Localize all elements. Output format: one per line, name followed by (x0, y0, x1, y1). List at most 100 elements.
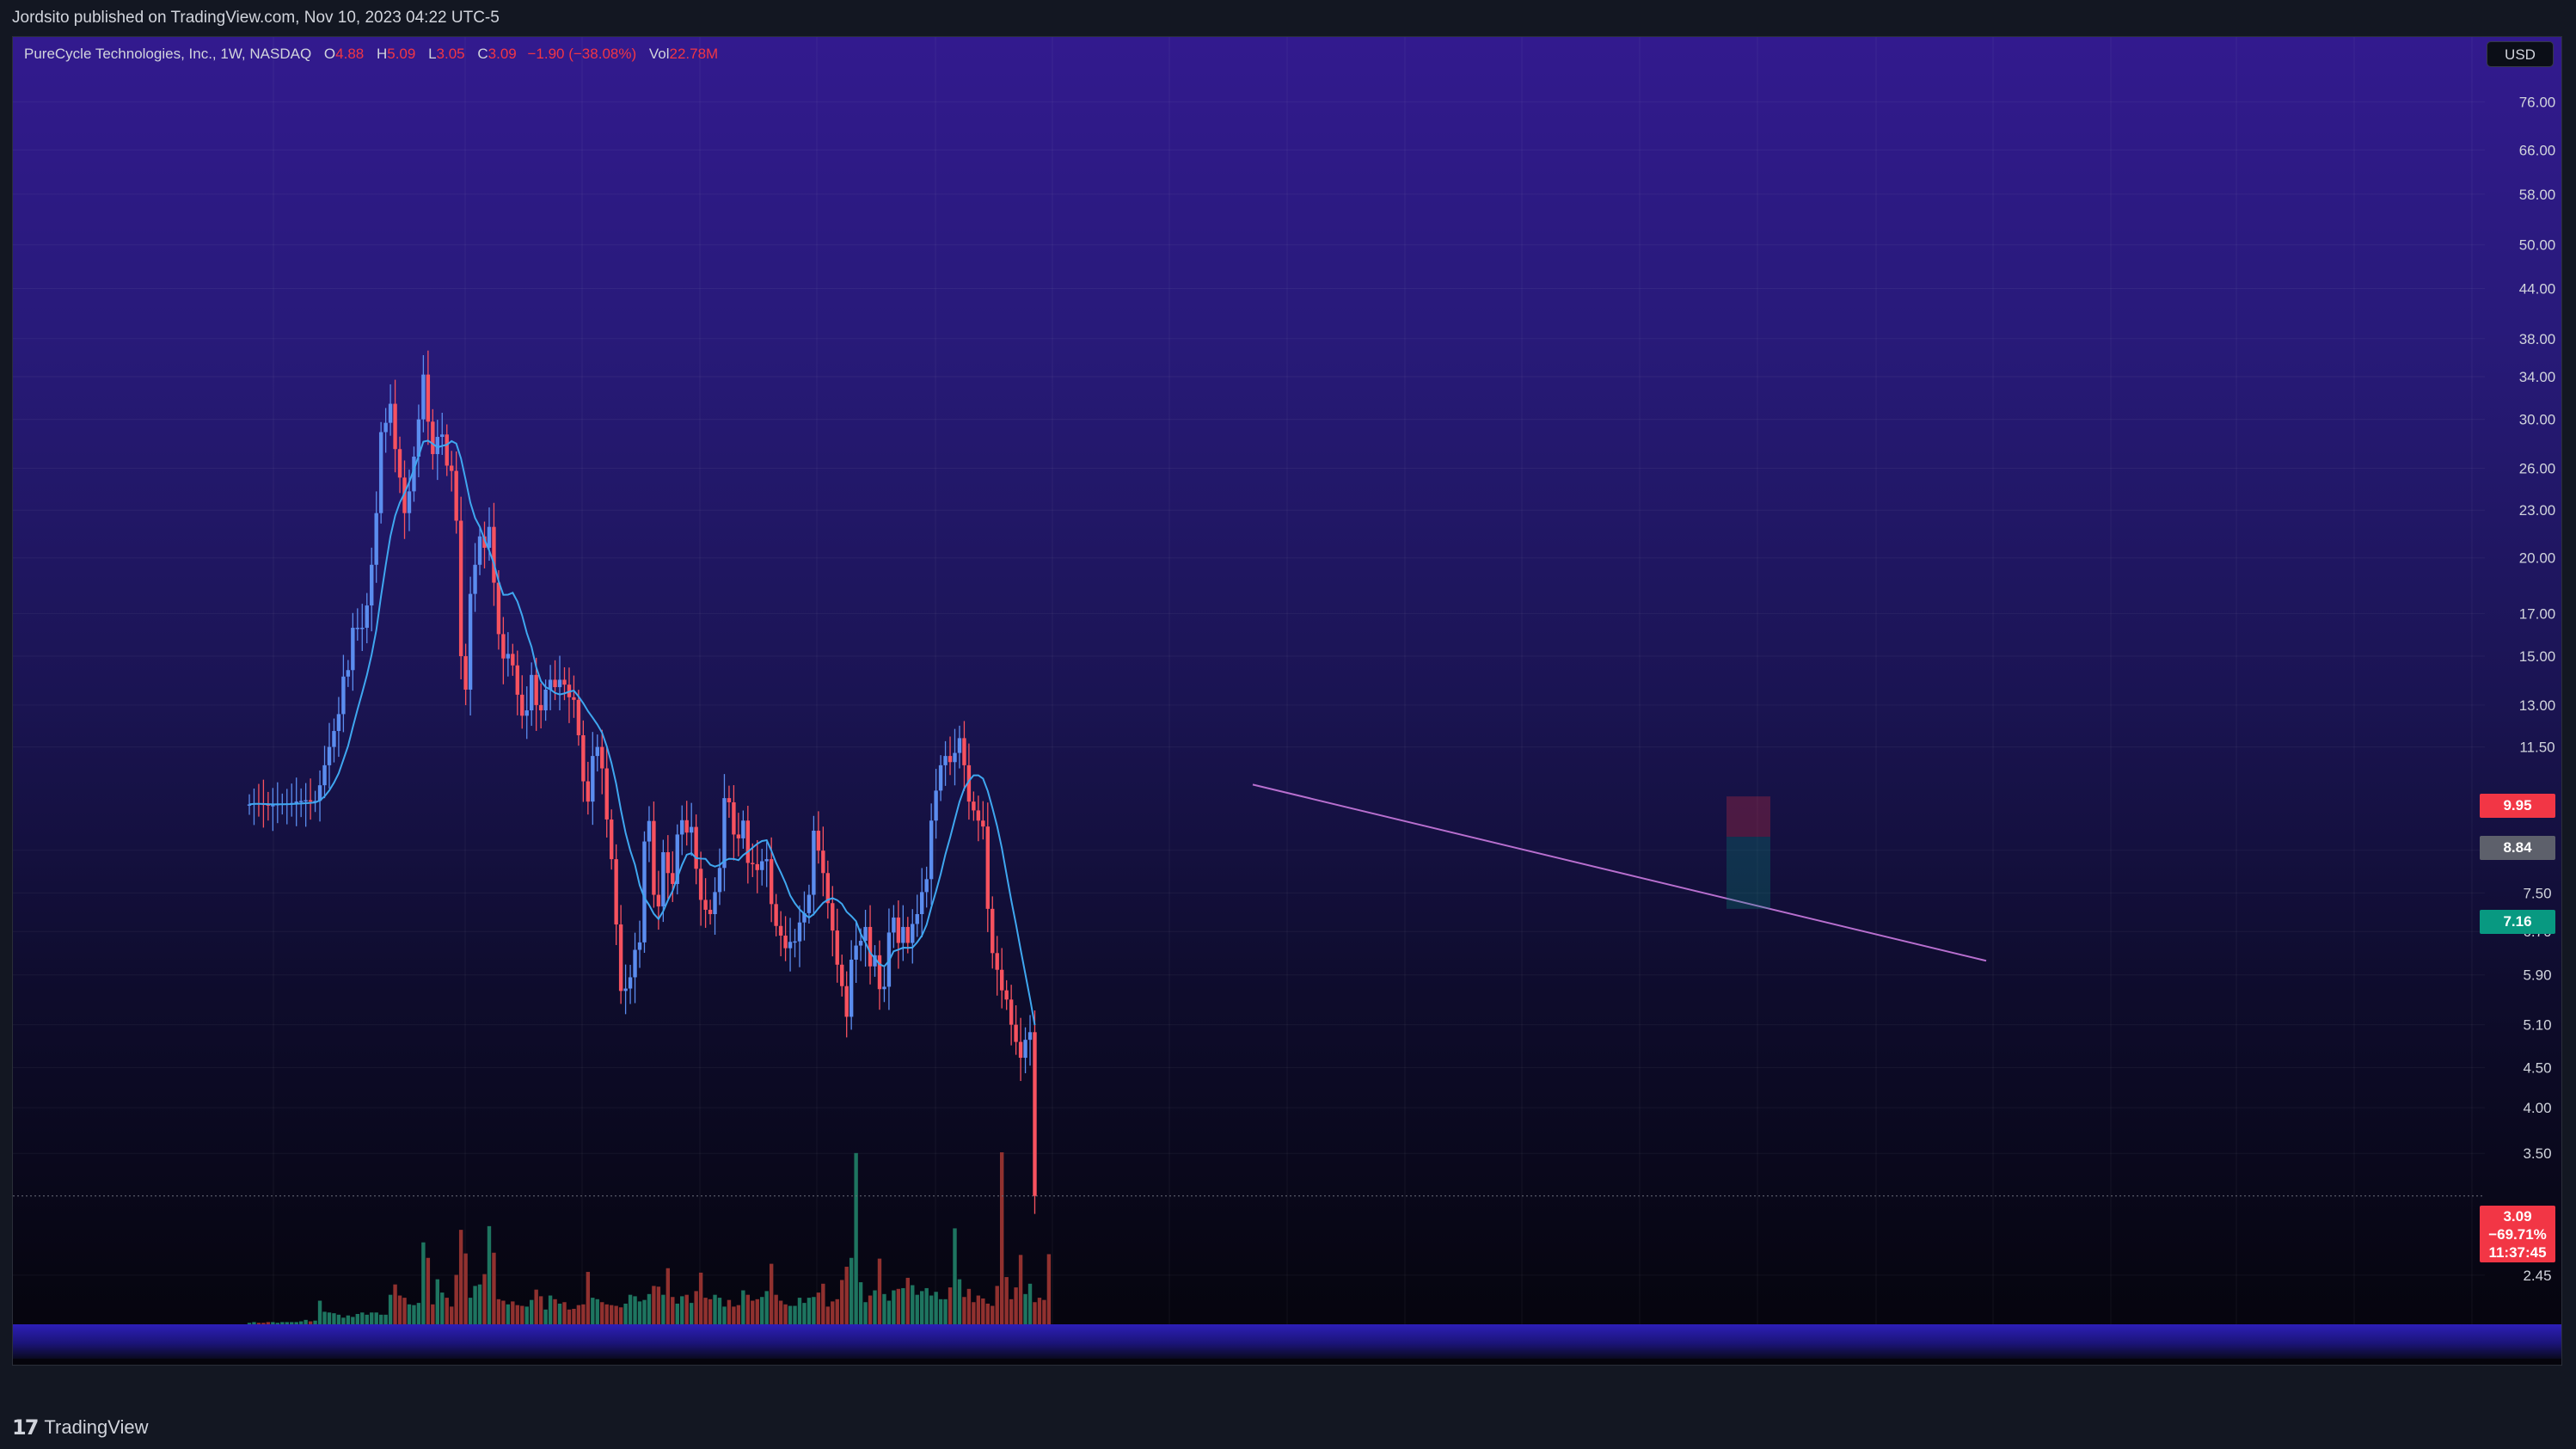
volume-bar (557, 1303, 562, 1324)
volume-bar (435, 1279, 439, 1324)
price-chart[interactable]: 76.00 66.00 58.00 50.00 44.00 38.00 34.00 30.00… (13, 37, 2562, 1366)
tradingview-logo[interactable]: 17 TradingView (12, 1415, 148, 1440)
candle (966, 764, 972, 802)
candle (948, 756, 953, 763)
candle (591, 756, 595, 802)
volume-bar (591, 1298, 595, 1324)
volume-bar (886, 1300, 892, 1324)
volume-bar (1023, 1293, 1027, 1324)
volume-bar (586, 1272, 591, 1324)
volume-bar (304, 1319, 308, 1324)
high-value: 5.09 (387, 46, 416, 62)
candle (995, 953, 999, 970)
volume-bar (778, 1300, 783, 1324)
volume-bar (562, 1302, 567, 1324)
volume-bar (652, 1286, 656, 1324)
candle (722, 798, 727, 869)
volume-bar (492, 1252, 496, 1324)
candle (633, 949, 637, 978)
price-tick-label: 34.00 (2519, 369, 2556, 385)
volume-bar (370, 1312, 374, 1324)
volume-bar (515, 1305, 519, 1324)
candle (402, 477, 407, 513)
volume-bar (388, 1294, 393, 1324)
price-tick-label: 38.00 (2519, 331, 2556, 347)
volume-bar (397, 1295, 402, 1324)
candle (764, 859, 769, 862)
volume-bar (835, 1299, 839, 1324)
candle (445, 434, 449, 466)
price-tick-label: 44.00 (2519, 281, 2556, 298)
candle (858, 941, 863, 946)
volume-bar (896, 1288, 901, 1324)
volume-bar (317, 1300, 322, 1324)
volume-bar (713, 1294, 717, 1324)
candle (751, 863, 755, 864)
volume-bar (351, 1317, 355, 1324)
bar-countdown: 11:37:45 (2488, 1244, 2547, 1261)
volume-bar (308, 1321, 313, 1324)
volume-bar (501, 1300, 506, 1324)
volume-bar (821, 1283, 825, 1324)
volume-bar (957, 1279, 962, 1324)
volume-bar (911, 1285, 915, 1324)
volume-bar (530, 1299, 534, 1324)
candle (370, 564, 374, 606)
candle (793, 941, 797, 943)
candle (656, 894, 661, 907)
last-price-change: −69.71% (2488, 1226, 2547, 1243)
candle (609, 819, 614, 860)
candle (393, 403, 397, 450)
volume-bar (656, 1286, 661, 1324)
candle (572, 697, 576, 700)
candle (351, 628, 355, 671)
volume-bar (440, 1292, 445, 1324)
price-tick-label: 50.00 (2519, 237, 2556, 254)
volume-bar (882, 1293, 886, 1324)
candle (976, 810, 981, 821)
volume-bar (661, 1294, 665, 1324)
volume-bar (760, 1297, 764, 1324)
candle (675, 834, 679, 884)
currency-button[interactable]: USD (2487, 41, 2554, 67)
volume-bar (285, 1322, 289, 1324)
candle (378, 432, 383, 513)
candle (943, 756, 948, 765)
symbol-legend[interactable]: PureCycle Technologies, Inc., 1W, NASDAQ… (24, 46, 718, 63)
candle (506, 654, 511, 659)
candle (271, 805, 275, 807)
volume-bar (892, 1290, 896, 1324)
volume-bar (327, 1312, 332, 1324)
grid-lines (13, 37, 2485, 1324)
candle (896, 917, 901, 943)
volume-bar (873, 1290, 877, 1324)
volume-bar (520, 1305, 524, 1324)
tradingview-logo-icon: 17 (12, 1415, 39, 1440)
volume-bar (812, 1297, 816, 1324)
volume-bar (450, 1306, 454, 1324)
price-tick-label: 66.00 (2519, 142, 2556, 158)
volume-bar (252, 1322, 256, 1324)
candle (458, 520, 463, 657)
chart-pane[interactable]: 76.00 66.00 58.00 50.00 44.00 38.00 34.00 30.00… (12, 36, 2562, 1366)
candle (487, 526, 492, 549)
volume-bar (378, 1314, 383, 1324)
volume-bar (807, 1298, 812, 1324)
volume-bar (332, 1313, 336, 1324)
candle (530, 674, 534, 711)
volume-bar (1000, 1152, 1004, 1324)
volume-bar (981, 1298, 985, 1324)
candle (581, 735, 586, 782)
candle (981, 820, 985, 827)
candle (614, 859, 618, 925)
volume-bar (736, 1305, 741, 1324)
volume-bar (962, 1297, 966, 1324)
candle (717, 868, 722, 893)
volume-bar (511, 1301, 515, 1324)
volume-bar (402, 1298, 407, 1324)
volume-bar (764, 1291, 769, 1324)
volume-bar (445, 1298, 449, 1324)
volume-bar (506, 1304, 511, 1324)
volume-bar (365, 1314, 369, 1324)
volume-bar (1042, 1299, 1046, 1324)
